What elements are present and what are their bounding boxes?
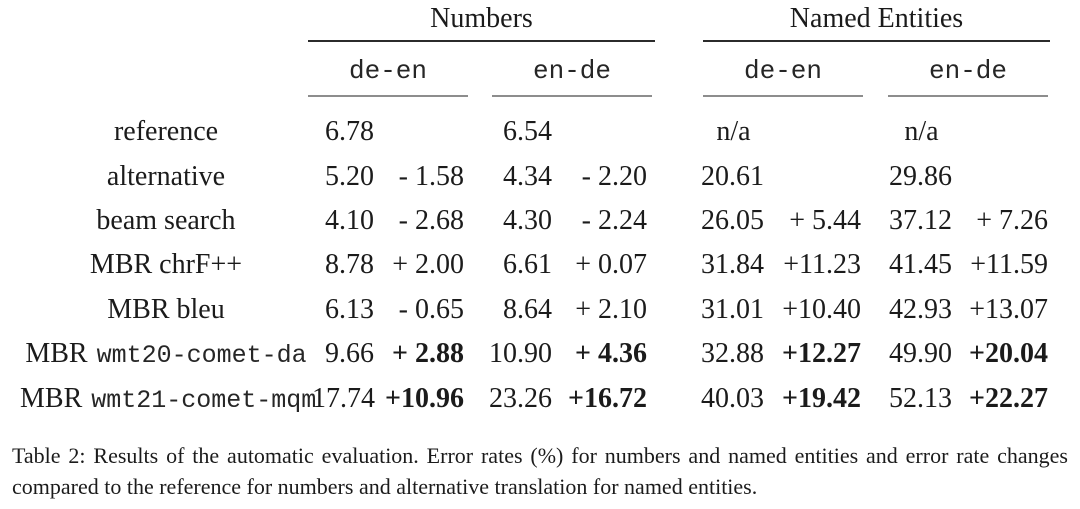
column-group-header-named-entities: Named Entities [789, 3, 964, 34]
cell-value: n/a [716, 116, 751, 148]
row-label-metric-name: wmt20-comet-da [96, 341, 307, 371]
cell-value: 8.78 [325, 249, 374, 281]
cell-value: 52.13 [889, 382, 952, 414]
row-label: MBR bleu [20, 294, 312, 326]
subheader-numbers-en-de: en-de [532, 56, 611, 86]
row-label-text: MBR [25, 338, 88, 370]
cell-value: 6.61 [503, 249, 552, 281]
cell-delta: +20.04 [969, 338, 1048, 370]
cell-value: 32.88 [701, 338, 764, 370]
subheader-numbers-de-en: de-en [348, 56, 427, 86]
cell-value: 31.01 [701, 293, 764, 325]
row-label-text: MBR [20, 382, 83, 414]
subheader-rule-3 [703, 95, 863, 97]
cell-value: 31.84 [701, 249, 764, 281]
row-label-text: reference [113, 116, 219, 148]
row-label: beam search [20, 205, 312, 237]
row-label-text: alternative [106, 160, 226, 192]
cell-value: 49.90 [889, 338, 952, 370]
cell-delta: + 5.44 [789, 204, 861, 236]
table-row-mbr-wmt20-comet-da: MBR wmt20-comet-da 9.66 + 2.88 10.90 + 4.… [20, 332, 1050, 376]
table-row-reference: reference 6.78 6.54 n/a n/a [20, 110, 1050, 154]
cell-delta: +11.59 [970, 249, 1048, 281]
numbers-group-rule [308, 40, 655, 42]
cell-value: 6.54 [503, 116, 552, 148]
named-entities-group-rule [703, 40, 1050, 42]
table-row-mbr-chrf: MBR chrF++ 8.78 + 2.00 6.61 + 0.07 31.84… [20, 243, 1050, 287]
subheader-rule-1 [308, 95, 468, 97]
cell-value: n/a [904, 116, 939, 148]
cell-value: 20.61 [701, 160, 764, 192]
cell-value: 5.20 [325, 160, 374, 192]
cell-delta: + 2.00 [392, 249, 464, 281]
cell-delta: +12.27 [782, 338, 861, 370]
cell-delta: + 0.07 [575, 249, 647, 281]
subheader-rule-2 [492, 95, 652, 97]
cell-value: 17.74 [312, 382, 375, 414]
row-label-text: beam search [96, 204, 236, 236]
cell-value: 42.93 [889, 293, 952, 325]
table-row-mbr-bleu: MBR bleu 6.13 - 0.65 8.64 + 2.10 31.01 +… [20, 288, 1050, 332]
cell-delta: +13.07 [969, 293, 1048, 325]
cell-delta: + 2.10 [575, 293, 647, 325]
cell-delta: - 2.24 [581, 204, 647, 236]
table-row-beam-search: beam search 4.10 - 2.68 4.30 - 2.24 26.0… [20, 199, 1050, 243]
table-row-alternative: alternative 5.20 - 1.58 4.34 - 2.20 20.6… [20, 154, 1050, 198]
cell-delta: + 2.88 [392, 338, 464, 370]
row-label: alternative [20, 161, 312, 193]
cell-delta: +19.42 [782, 382, 861, 414]
cell-value: 10.90 [489, 338, 552, 370]
subheader-rule-4 [888, 95, 1048, 97]
cell-value: 4.10 [325, 204, 374, 236]
row-label-text: MBR chrF++ [89, 249, 243, 281]
cell-delta: +11.23 [783, 249, 861, 281]
cell-value: 40.03 [701, 382, 764, 414]
cell-delta: +10.40 [782, 293, 861, 325]
cell-delta: - 1.58 [398, 160, 464, 192]
row-label: MBR wmt21-comet-mqm [20, 382, 316, 415]
table-caption: Table 2: Results of the automatic evalua… [12, 443, 1068, 499]
cell-delta: +10.96 [385, 382, 464, 414]
cell-value: 8.64 [503, 293, 552, 325]
row-label: MBR chrF++ [20, 249, 312, 281]
cell-value: 4.34 [503, 160, 552, 192]
table-body: reference 6.78 6.54 n/a n/a alternative … [20, 110, 1050, 421]
cell-value: 9.66 [325, 338, 374, 370]
row-label-metric-name: wmt21-comet-mqm [91, 385, 317, 415]
subheader-entities-en-de: en-de [928, 56, 1007, 86]
cell-value: 37.12 [889, 204, 952, 236]
cell-value: 6.78 [325, 116, 374, 148]
cell-delta: + 7.26 [976, 204, 1048, 236]
cell-value: 4.30 [503, 204, 552, 236]
cell-delta: - 2.68 [398, 204, 464, 236]
cell-delta: + 4.36 [575, 338, 647, 370]
subheader-entities-de-en: de-en [743, 56, 822, 86]
cell-value: 6.13 [325, 293, 374, 325]
table-row-mbr-wmt21-comet-mqm: MBR wmt21-comet-mqm 17.74 +10.96 23.26 +1… [20, 376, 1050, 420]
cell-delta: - 2.20 [581, 160, 647, 192]
cell-value: 41.45 [889, 249, 952, 281]
cell-value: 23.26 [489, 382, 552, 414]
cell-delta: +16.72 [568, 382, 647, 414]
cell-value: 29.86 [889, 160, 952, 192]
row-label: reference [20, 116, 312, 148]
cell-delta: - 0.65 [398, 293, 464, 325]
column-group-header-numbers: Numbers [430, 3, 533, 34]
row-label: MBR wmt20-comet-da [20, 338, 312, 370]
cell-delta: +22.27 [969, 382, 1048, 414]
row-label-text: MBR bleu [107, 293, 225, 325]
cell-value: 26.05 [701, 204, 764, 236]
